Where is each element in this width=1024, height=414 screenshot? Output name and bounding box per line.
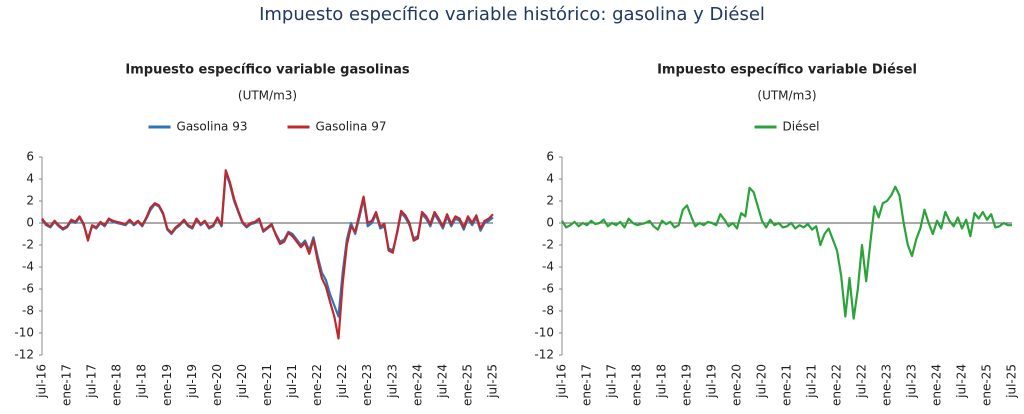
y-tick-label: 0 xyxy=(546,216,554,230)
y-tick-label: -8 xyxy=(542,304,554,318)
y-tick-label: 2 xyxy=(546,194,554,208)
chart-subtitle: (UTM/m3) xyxy=(238,89,297,103)
x-tick-label: jul-20 xyxy=(755,364,769,399)
chart-title: Impuesto específico variable gasolinas xyxy=(125,63,409,78)
y-tick-label: 4 xyxy=(546,172,554,186)
x-tick-label: ene-21 xyxy=(780,364,794,406)
y-tick-label: -10 xyxy=(14,326,34,340)
x-tick-label: jul-19 xyxy=(705,364,719,399)
y-tick-label: -2 xyxy=(542,238,554,252)
x-tick-label: ene-21 xyxy=(260,364,274,406)
y-tick-label: 6 xyxy=(26,150,34,164)
y-tick-label: -12 xyxy=(534,348,554,362)
x-tick-label: ene-17 xyxy=(580,364,594,406)
x-tick-label: jul-25 xyxy=(486,364,500,399)
x-tick-label: ene-24 xyxy=(930,364,944,406)
series-line xyxy=(41,169,494,340)
x-tick-label: jul-24 xyxy=(955,364,969,399)
y-tick-label: -10 xyxy=(534,326,554,340)
series-line xyxy=(41,171,494,318)
x-tick-label: ene-22 xyxy=(310,364,324,406)
x-tick-label: jul-18 xyxy=(655,364,669,399)
x-tick-label: ene-20 xyxy=(210,364,224,406)
x-tick-label: ene-23 xyxy=(360,364,374,406)
x-tick-label: ene-19 xyxy=(160,364,174,406)
y-tick-label: 4 xyxy=(26,172,34,186)
x-tick-label: jul-24 xyxy=(435,364,449,399)
x-tick-label: jul-21 xyxy=(285,364,299,399)
y-tick-label: 2 xyxy=(26,194,34,208)
y-tick-label: -6 xyxy=(542,282,554,296)
y-tick-label: -8 xyxy=(22,304,34,318)
x-tick-label: jul-23 xyxy=(905,364,919,399)
y-tick-label: -2 xyxy=(22,238,34,252)
x-tick-label: ene-25 xyxy=(460,364,474,406)
x-tick-label: ene-18 xyxy=(110,364,124,406)
y-tick-label: -6 xyxy=(22,282,34,296)
page-title: Impuesto específico variable histórico: … xyxy=(259,4,765,25)
x-tick-label: ene-18 xyxy=(630,364,644,406)
x-tick-label: jul-17 xyxy=(605,364,619,399)
chart-title: Impuesto específico variable Diésel xyxy=(657,63,917,78)
x-tick-label: jul-22 xyxy=(855,364,869,399)
x-tick-label: jul-21 xyxy=(805,364,819,399)
x-tick-label: jul-25 xyxy=(1005,364,1019,399)
legend-label: Gasolina 93 xyxy=(177,120,248,134)
x-tick-label: ene-20 xyxy=(730,364,744,406)
y-tick-label: -12 xyxy=(14,348,34,362)
legend-label: Diésel xyxy=(783,120,820,134)
x-tick-label: jul-18 xyxy=(135,364,149,399)
chart-subtitle: (UTM/m3) xyxy=(757,89,816,103)
y-tick-label: 0 xyxy=(26,216,34,230)
y-tick-label: 6 xyxy=(546,150,554,164)
x-tick-label: jul-19 xyxy=(185,364,199,399)
x-tick-label: jul-20 xyxy=(235,364,249,399)
series-line xyxy=(561,185,1012,320)
x-tick-label: ene-19 xyxy=(680,364,694,406)
x-tick-label: jul-17 xyxy=(85,364,99,399)
y-tick-label: -4 xyxy=(542,260,554,274)
legend-label: Gasolina 97 xyxy=(316,120,387,134)
x-tick-label: jul-22 xyxy=(335,364,349,399)
x-tick-label: jul-16 xyxy=(35,364,49,399)
x-tick-label: jul-23 xyxy=(385,364,399,399)
x-tick-label: ene-25 xyxy=(980,364,994,406)
x-tick-label: ene-23 xyxy=(880,364,894,406)
x-tick-label: ene-24 xyxy=(410,364,424,406)
y-tick-label: -4 xyxy=(22,260,34,274)
x-tick-label: ene-17 xyxy=(60,364,74,406)
x-tick-label: jul-16 xyxy=(555,364,569,399)
x-tick-label: ene-22 xyxy=(830,364,844,406)
